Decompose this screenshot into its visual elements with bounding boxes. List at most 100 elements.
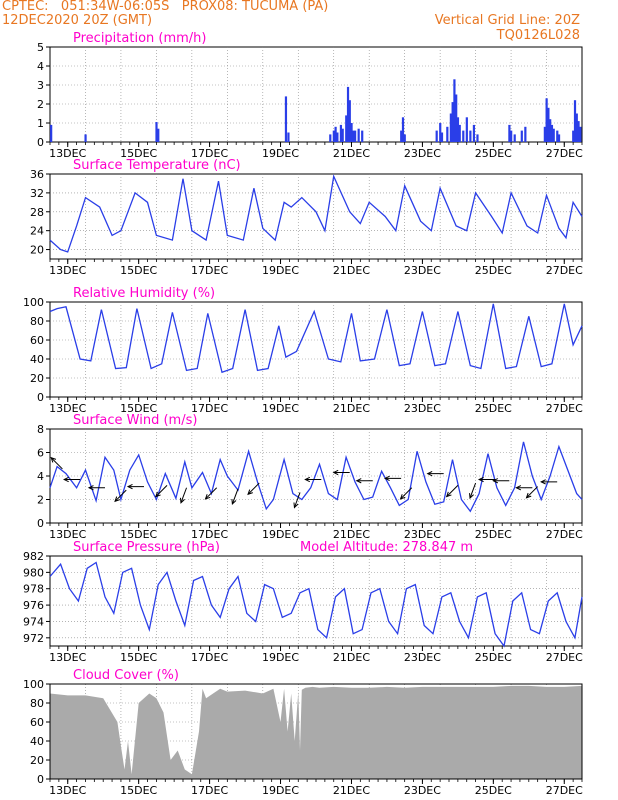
wind-ytick-label: 0 bbox=[37, 517, 44, 530]
precip-bar bbox=[403, 134, 406, 142]
wind-arrow-head bbox=[204, 494, 211, 500]
precip-bar bbox=[354, 130, 357, 142]
wind-arrow bbox=[114, 489, 127, 502]
rh-title: Relative Humidity (%) bbox=[73, 286, 215, 301]
precip-bar bbox=[513, 134, 516, 142]
rh-line bbox=[49, 303, 583, 374]
precip-ytick-label: 3 bbox=[37, 79, 44, 92]
cloud-panel: 0 20 40 60 80 100 13DEC 15DEC 17DEC 19DEC 21DEC 23D… bbox=[23, 668, 583, 797]
precip-bar bbox=[453, 79, 456, 142]
temp-panel: 20 24 28 32 36 13DEC 15DEC 17DEC 19DEC 21DEC 23DEC… bbox=[30, 158, 583, 277]
wind-arrow-head bbox=[114, 496, 120, 503]
precip-xtick-label: 25DEC bbox=[475, 147, 512, 160]
rh-ytick-label: 20 bbox=[30, 372, 44, 385]
precip-bar bbox=[400, 130, 403, 142]
press-xtick-label: 27DEC bbox=[546, 651, 583, 664]
cloud-xtick-label: 19DEC bbox=[262, 784, 299, 797]
press-ytick-label: 978 bbox=[23, 583, 44, 596]
precip-bar bbox=[462, 130, 465, 142]
precip-bar bbox=[524, 126, 527, 142]
cloud-ytick-label: 60 bbox=[30, 716, 44, 729]
press-annotation: Model Altitude: 278.847 m bbox=[300, 540, 473, 555]
wind-arrow-head bbox=[525, 492, 532, 499]
precip-frame bbox=[49, 46, 583, 143]
precip-bar bbox=[456, 117, 460, 142]
wind-arrow-head bbox=[445, 491, 452, 498]
press-xtick-label: 25DEC bbox=[475, 651, 512, 664]
header-station-line: CPTEC: 051:34W-06:05S PROX08: TUCUMA (PA… bbox=[2, 0, 329, 14]
precip-xtick-label: 21DEC bbox=[333, 147, 370, 160]
precip-bar bbox=[287, 132, 290, 142]
temp-xtick-label: 23DEC bbox=[404, 264, 441, 277]
press-xtick-label: 17DEC bbox=[191, 651, 228, 664]
temp-title: Surface Temperature (nC) bbox=[73, 158, 241, 173]
press-xtick-label: 19DEC bbox=[262, 651, 299, 664]
wind-arrow-head bbox=[62, 476, 69, 483]
wind-xtick-label: 13DEC bbox=[49, 528, 86, 541]
press-ytick-label: 974 bbox=[23, 615, 44, 628]
precip-ytick-label: 5 bbox=[37, 41, 44, 54]
cloud-xtick-label: 21DEC bbox=[333, 784, 370, 797]
precip-panel: 0 1 2 3 4 5 13DEC 15DEC 17DEC 19DEC 21DEC 23DEC 25DE… bbox=[37, 31, 583, 160]
temp-xtick-label: 21DEC bbox=[333, 264, 370, 277]
precip-bar bbox=[458, 124, 461, 142]
rh-ytick-label: 80 bbox=[30, 315, 44, 328]
wind-ytick-label: 6 bbox=[37, 447, 44, 460]
precip-bar bbox=[435, 130, 438, 142]
precip-bar bbox=[329, 134, 332, 142]
wind-arrow-head bbox=[477, 476, 484, 483]
wind-xtick-label: 15DEC bbox=[120, 528, 157, 541]
rh-xtick-label: 17DEC bbox=[191, 402, 228, 415]
precip-bar bbox=[449, 113, 452, 142]
wind-ytick-label: 2 bbox=[37, 494, 44, 507]
cloud-xtick-label: 13DEC bbox=[49, 784, 86, 797]
cloud-ytick-label: 0 bbox=[37, 773, 44, 786]
precip-bar bbox=[50, 124, 53, 142]
temp-ytick-label: 28 bbox=[30, 206, 44, 219]
wind-line bbox=[49, 441, 583, 513]
precip-bar bbox=[339, 124, 343, 142]
precip-bar bbox=[508, 124, 511, 142]
press-frame bbox=[49, 555, 583, 647]
wind-arrow-head bbox=[469, 493, 474, 500]
wind-xtick-label: 21DEC bbox=[333, 528, 370, 541]
wind-arrow bbox=[469, 482, 477, 499]
wind-arrow-head bbox=[332, 469, 339, 476]
press-line bbox=[49, 561, 583, 648]
press-ytick-label: 982 bbox=[23, 550, 44, 563]
precip-bar bbox=[469, 130, 472, 142]
wind-arrow-head bbox=[304, 476, 311, 483]
wind-arrow-head bbox=[155, 491, 161, 498]
precip-bar bbox=[346, 86, 350, 142]
temp-xtick-label: 25DEC bbox=[475, 264, 512, 277]
rh-xtick-label: 19DEC bbox=[262, 402, 299, 415]
precip-bar bbox=[465, 117, 468, 142]
rh-xtick-label: 27DEC bbox=[546, 402, 583, 415]
cloud-xtick-label: 23DEC bbox=[404, 784, 441, 797]
precip-bar bbox=[341, 128, 344, 142]
press-title: Surface Pressure (hPa) bbox=[73, 540, 220, 555]
rh-panel: 0 20 40 60 80 100 13DEC 15DEC 17DEC 19DEC 21DEC 23D… bbox=[23, 286, 583, 415]
wind-xtick-label: 25DEC bbox=[475, 528, 512, 541]
press-ytick-label: 972 bbox=[23, 632, 44, 645]
precip-bar bbox=[332, 130, 335, 142]
wind-arrow bbox=[155, 485, 168, 497]
wind-arrow bbox=[180, 487, 188, 503]
wind-arrow bbox=[293, 492, 301, 508]
precip-bar bbox=[573, 100, 577, 142]
precip-bar bbox=[334, 126, 337, 142]
precip-bar bbox=[572, 130, 575, 142]
press-xtick-label: 15DEC bbox=[120, 651, 157, 664]
temp-frame bbox=[49, 173, 583, 260]
precip-bar bbox=[284, 96, 288, 142]
cloud-ytick-label: 20 bbox=[30, 754, 44, 767]
wind-arrow-head bbox=[355, 478, 362, 484]
precip-title: Precipitation (mm/h) bbox=[73, 31, 206, 46]
precip-bar bbox=[345, 115, 348, 142]
rh-xtick-label: 23DEC bbox=[404, 402, 441, 415]
precip-ytick-label: 4 bbox=[37, 60, 44, 73]
cloud-xtick-label: 27DEC bbox=[546, 784, 583, 797]
precip-bar bbox=[556, 130, 559, 142]
precip-bar bbox=[439, 123, 442, 142]
wind-arrow bbox=[247, 482, 260, 495]
